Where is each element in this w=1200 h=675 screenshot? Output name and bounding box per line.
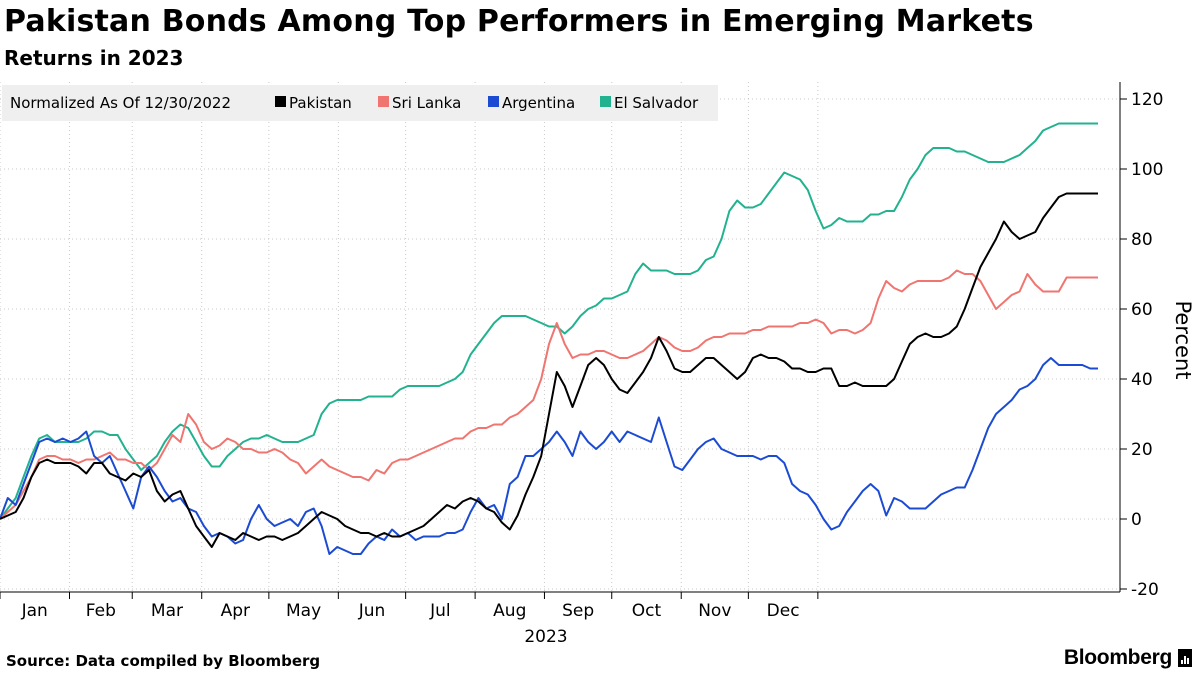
brand-name: Bloomberg bbox=[1063, 646, 1172, 669]
legend-label-el-salvador: El Salvador bbox=[614, 94, 699, 112]
x-tick-label-oct: Oct bbox=[632, 601, 662, 621]
source-note: Source: Data compiled by Bloomberg bbox=[6, 652, 321, 670]
x-axis-label: 2023 bbox=[524, 627, 567, 647]
series-lines bbox=[0, 122, 1098, 555]
legend-label-sri-lanka: Sri Lanka bbox=[392, 94, 461, 112]
legend: Normalized As Of 12/30/2022 Pakistan Sri… bbox=[2, 85, 718, 121]
y-axis-label: Percent bbox=[1171, 300, 1195, 379]
series-line-el-salvador bbox=[0, 122, 1098, 520]
y-tick-label: 0 bbox=[1131, 510, 1142, 530]
x-tick-label-jun: Jun bbox=[358, 601, 386, 621]
chart-title: Pakistan Bonds Among Top Performers in E… bbox=[4, 4, 1034, 39]
legend-swatch-pakistan bbox=[275, 96, 286, 107]
brand-logo: Bloomberg bbox=[1064, 646, 1192, 670]
x-tick-label-mar: Mar bbox=[151, 601, 183, 621]
y-tick-label: 40 bbox=[1131, 370, 1153, 390]
y-tick-label: 20 bbox=[1131, 440, 1153, 460]
x-tick-label-jul: Jul bbox=[429, 601, 451, 621]
legend-swatch-sri-lanka bbox=[378, 96, 389, 107]
x-tick-label-nov: Nov bbox=[698, 601, 731, 621]
series-line-sri-lanka bbox=[0, 269, 1098, 520]
chart-subtitle: Returns in 2023 bbox=[4, 46, 184, 70]
legend-label-argentina: Argentina bbox=[502, 94, 575, 112]
x-tick-label-may: May bbox=[286, 601, 321, 621]
series-line-argentina bbox=[0, 357, 1098, 555]
x-tick-label-feb: Feb bbox=[86, 601, 116, 621]
y-tick-label: -20 bbox=[1131, 580, 1159, 600]
series-line-pakistan bbox=[0, 192, 1098, 548]
x-tick-label-dec: Dec bbox=[767, 601, 800, 621]
x-tick-label-apr: Apr bbox=[221, 601, 250, 621]
y-tick-label: 60 bbox=[1131, 300, 1153, 320]
x-tick-label-aug: Aug bbox=[493, 601, 526, 621]
y-tick-label: 100 bbox=[1131, 160, 1163, 180]
x-axis-ticks: Jan Feb Mar Apr May Jun Jul Aug Sep Oct Nov Dec bbox=[0, 592, 819, 621]
y-axis-ticks: -20 0 20 40 60 80 100 120 bbox=[1120, 90, 1163, 600]
y-tick-label: 120 bbox=[1131, 90, 1163, 110]
legend-swatch-argentina bbox=[488, 96, 499, 107]
legend-background bbox=[2, 85, 718, 121]
x-tick-label-sep: Sep bbox=[562, 601, 594, 621]
legend-swatch-el-salvador bbox=[600, 96, 611, 107]
y-tick-label: 80 bbox=[1131, 230, 1153, 250]
gridlines bbox=[0, 82, 1120, 592]
bloomberg-terminal-icon bbox=[1178, 649, 1192, 667]
legend-note: Normalized As Of 12/30/2022 bbox=[10, 94, 231, 112]
x-tick-label-jan: Jan bbox=[21, 601, 48, 621]
legend-label-pakistan: Pakistan bbox=[289, 94, 352, 112]
